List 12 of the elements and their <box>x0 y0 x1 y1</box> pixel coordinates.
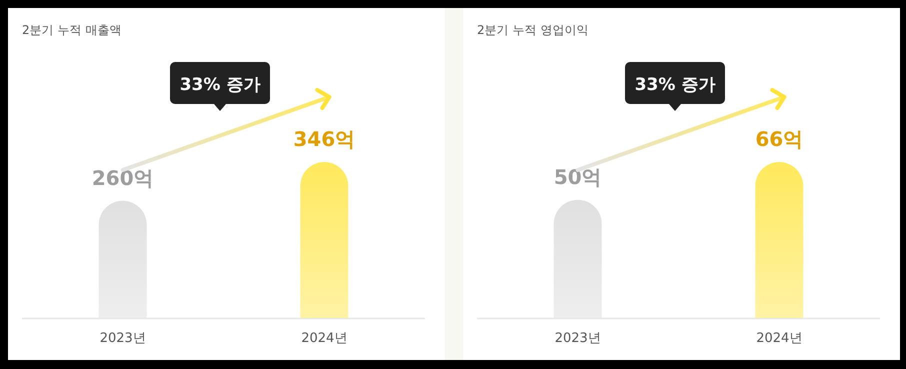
chart-title: 2분기 누적 영업이익 <box>477 23 588 37</box>
chart-title: 2분기 누적 매출액 <box>22 23 122 37</box>
x-tick-label: 2024년 <box>756 331 802 346</box>
x-tick-label: 2023년 <box>554 331 601 346</box>
data-label: 66억 <box>755 127 804 151</box>
data-label: 260억 <box>92 166 154 190</box>
text: 33% 증가 <box>634 75 716 95</box>
x-tick-label: 2023년 <box>100 331 146 346</box>
data-label: 50억 <box>554 164 602 189</box>
data-label: 346억 <box>293 127 356 151</box>
x-tick-label: 2024년 <box>301 331 348 346</box>
text: 33% 증가 <box>180 75 260 95</box>
